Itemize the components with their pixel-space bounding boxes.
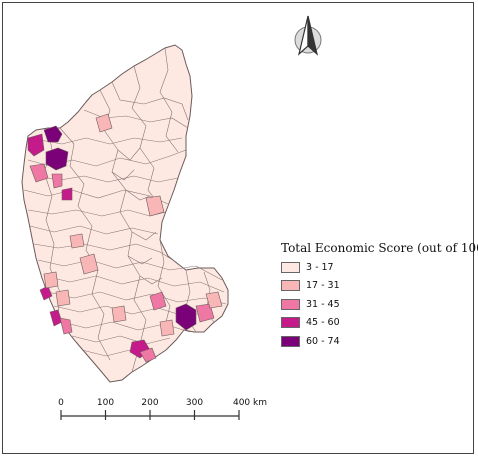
district-class-3 bbox=[51, 173, 63, 189]
district-class-3 bbox=[139, 347, 157, 363]
scale-tick-label: 100 bbox=[97, 398, 114, 408]
scale-tick-label: 400 km bbox=[233, 398, 267, 408]
district-class-3 bbox=[29, 163, 49, 183]
district-class-2 bbox=[159, 319, 175, 337]
district-class-2 bbox=[79, 253, 99, 275]
state-region bbox=[21, 44, 229, 383]
state-outline bbox=[21, 44, 229, 383]
district-class-3 bbox=[59, 317, 73, 335]
district-class-3 bbox=[195, 303, 215, 323]
legend-swatch bbox=[281, 317, 300, 329]
scale-tick-label: 300 bbox=[186, 398, 203, 408]
district-fills bbox=[27, 113, 223, 363]
legend-label: 60 - 74 bbox=[306, 335, 340, 347]
district-class-2 bbox=[55, 289, 71, 307]
legend-items: 3 - 17 17 - 31 31 - 45 45 - 60 60 - 74 bbox=[281, 258, 473, 351]
district-class-4 bbox=[39, 285, 53, 301]
district-class-5 bbox=[175, 303, 197, 331]
district-class-2 bbox=[95, 113, 113, 133]
district-class-5 bbox=[45, 147, 69, 171]
district-class-3 bbox=[149, 291, 167, 311]
legend-swatch bbox=[281, 335, 300, 347]
district-class-2 bbox=[145, 195, 165, 217]
legend-swatch bbox=[281, 298, 300, 310]
legend-swatch bbox=[281, 280, 300, 292]
district-class-5 bbox=[43, 125, 63, 143]
scale-tick-label: 200 bbox=[141, 398, 158, 408]
legend-item: 17 - 31 bbox=[281, 277, 473, 296]
legend-item: 3 - 17 bbox=[281, 258, 473, 277]
legend: Total Economic Score (out of 100) 3 - 17… bbox=[281, 241, 478, 351]
district-class-2 bbox=[43, 271, 59, 289]
legend-swatch bbox=[281, 261, 300, 273]
legend-label: 31 - 45 bbox=[306, 298, 340, 310]
district-class-2 bbox=[111, 305, 127, 323]
scale-bar: 0 100 200 300 400 km bbox=[58, 398, 267, 420]
legend-item: 60 - 74 bbox=[281, 332, 473, 351]
legend-label: 17 - 31 bbox=[306, 280, 340, 292]
district-class-2 bbox=[69, 233, 85, 249]
legend-label: 3 - 17 bbox=[306, 261, 334, 273]
north-arrow-icon bbox=[294, 15, 322, 56]
legend-item: 31 - 45 bbox=[281, 295, 473, 314]
legend-item: 45 - 60 bbox=[281, 314, 473, 333]
legend-title: Total Economic Score (out of 100) bbox=[281, 241, 478, 255]
district-class-4 bbox=[27, 133, 45, 157]
district-class-4 bbox=[61, 187, 73, 201]
scale-tick-label: 0 bbox=[58, 398, 64, 408]
legend-label: 45 - 60 bbox=[306, 317, 340, 329]
district-class-2 bbox=[205, 291, 223, 309]
